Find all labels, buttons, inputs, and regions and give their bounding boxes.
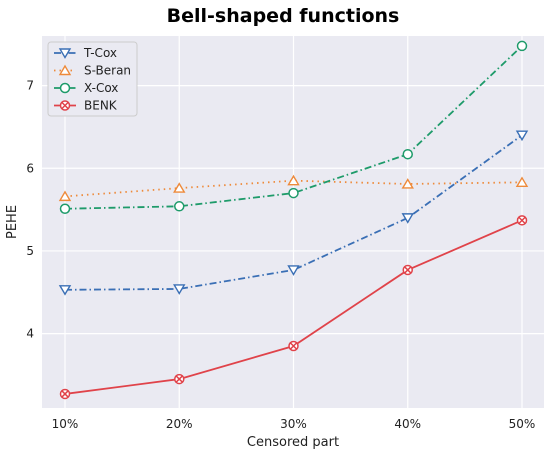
legend-item: X-Cox bbox=[54, 81, 118, 95]
data-point bbox=[287, 265, 300, 276]
data-point bbox=[58, 190, 72, 202]
legend-label: X-Cox bbox=[84, 81, 118, 95]
data-point bbox=[516, 215, 528, 226]
data-point bbox=[58, 285, 72, 296]
data-point bbox=[174, 373, 185, 385]
legend-marker bbox=[58, 64, 72, 76]
series-line bbox=[64, 45, 523, 210]
series-t-cox bbox=[58, 130, 529, 296]
data-point bbox=[174, 201, 185, 212]
data-point bbox=[173, 182, 186, 193]
data-point bbox=[515, 176, 529, 188]
data-point bbox=[401, 213, 414, 224]
y-axis-label: PEHE bbox=[5, 205, 20, 239]
legend-item: BENK bbox=[54, 99, 118, 113]
y-tick-label: 5 bbox=[26, 244, 34, 258]
legend-marker bbox=[59, 82, 71, 94]
series-line bbox=[64, 134, 523, 291]
legend-item: S-Beran bbox=[54, 64, 131, 78]
legend-label: T-Cox bbox=[83, 46, 117, 60]
x-tick-label: 20% bbox=[166, 417, 193, 431]
data-point bbox=[173, 284, 186, 295]
data-point bbox=[401, 178, 414, 189]
data-point bbox=[287, 174, 300, 186]
x-tick-label: 50% bbox=[509, 417, 536, 431]
x-tick-label: 40% bbox=[394, 417, 421, 431]
y-tick-labels: 4 5 6 7 bbox=[26, 79, 34, 341]
legend: T-Cox S-Beran X-Cox BENK bbox=[47, 41, 138, 117]
y-tick-label: 7 bbox=[26, 79, 34, 93]
series-s-beran bbox=[58, 174, 529, 202]
data-point bbox=[288, 340, 299, 352]
x-tick-labels: 10% 20% 30% 40% 50% bbox=[52, 417, 536, 431]
series-benk bbox=[59, 215, 528, 400]
y-tick-label: 6 bbox=[26, 161, 34, 175]
series-x-cox bbox=[59, 40, 528, 215]
data-point bbox=[288, 187, 299, 199]
x-axis-label: Censored part bbox=[247, 435, 339, 450]
legend-label: BENK bbox=[84, 99, 118, 113]
x-tick-label: 30% bbox=[280, 417, 307, 431]
legend-label: S-Beran bbox=[84, 64, 131, 78]
data-point bbox=[402, 148, 413, 160]
series-layer bbox=[58, 40, 529, 400]
data-point bbox=[516, 40, 528, 52]
legend-box bbox=[47, 41, 138, 117]
data-point bbox=[59, 388, 71, 400]
data-point bbox=[515, 130, 529, 142]
legend-marker bbox=[59, 100, 71, 111]
data-point bbox=[402, 264, 413, 276]
legend-item: T-Cox bbox=[54, 46, 117, 60]
x-tick-label: 10% bbox=[52, 417, 79, 431]
data-point bbox=[59, 203, 71, 215]
legend-marker bbox=[58, 48, 72, 59]
chart-title: Bell-shaped functions bbox=[167, 5, 400, 27]
y-tick-label: 4 bbox=[26, 327, 34, 341]
